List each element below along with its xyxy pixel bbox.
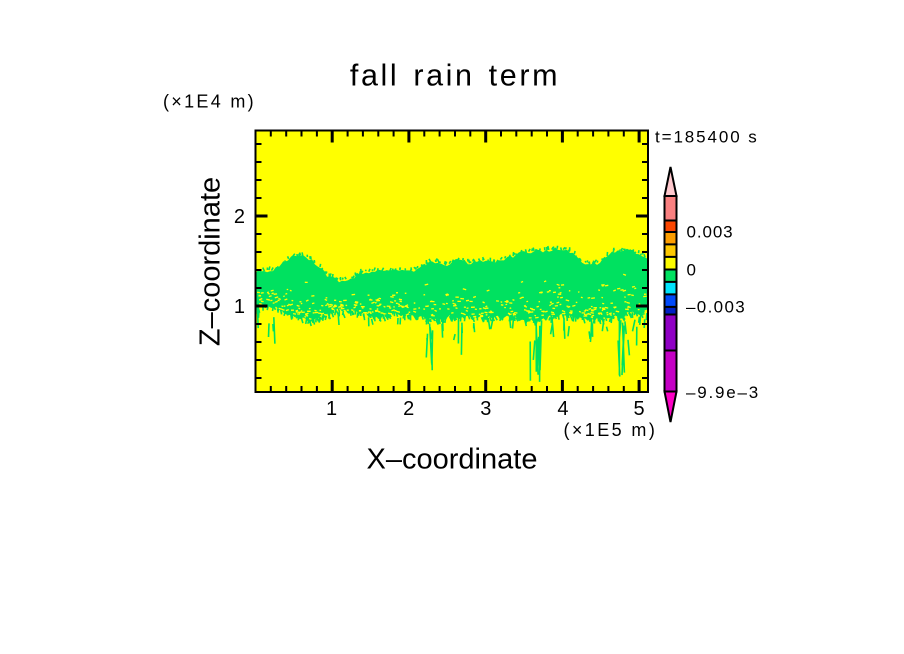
svg-text:(×1E5 m): (×1E5 m) — [564, 420, 658, 440]
svg-text:1: 1 — [326, 398, 337, 420]
svg-text:4: 4 — [557, 398, 568, 420]
svg-text:5: 5 — [634, 398, 645, 420]
svg-text:X–coordinate: X–coordinate — [367, 444, 538, 476]
svg-text:2: 2 — [403, 398, 414, 420]
svg-text:3: 3 — [480, 398, 491, 420]
svg-text:t=185400 s: t=185400 s — [655, 128, 759, 147]
svg-text:1: 1 — [234, 296, 245, 318]
svg-text:–9.9e–3: –9.9e–3 — [686, 383, 760, 402]
svg-text:–0.003: –0.003 — [686, 298, 746, 317]
svg-text:Z–coordinate: Z–coordinate — [195, 177, 227, 346]
svg-text:(×1E4 m): (×1E4 m) — [163, 92, 256, 112]
svg-text:0.003: 0.003 — [687, 223, 734, 242]
svg-text:fall rain term: fall rain term — [350, 59, 560, 93]
svg-text:2: 2 — [234, 206, 245, 228]
svg-text:0: 0 — [687, 261, 697, 280]
